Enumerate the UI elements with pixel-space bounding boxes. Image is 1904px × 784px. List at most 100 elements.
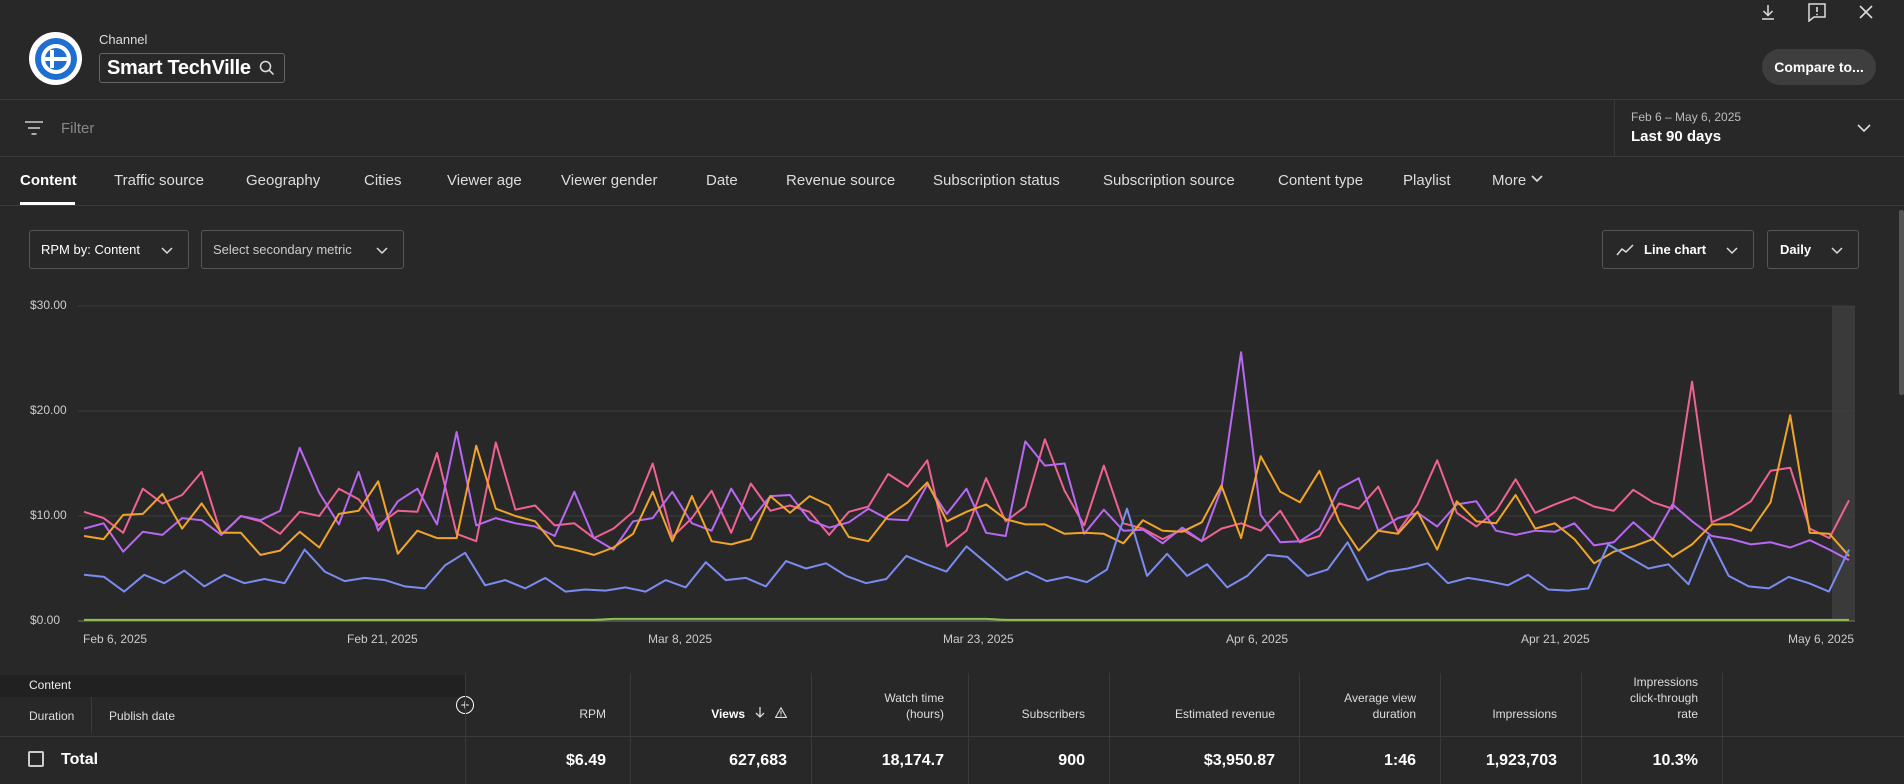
- publish-date-sort-button[interactable]: Publish date: [109, 709, 176, 723]
- total-row-checkbox[interactable]: [28, 751, 44, 767]
- tab-label: Playlist: [1403, 172, 1451, 189]
- x-tick-label: Mar 8, 2025: [648, 632, 713, 646]
- column-header-impressions[interactable]: Impressions: [1440, 706, 1557, 722]
- secondary-metric-label: Select secondary metric: [213, 242, 352, 257]
- primary-metric-label: RPM by: Content: [41, 242, 140, 257]
- total-average-view-duration: 1:46: [1383, 752, 1416, 769]
- close-icon[interactable]: [1854, 0, 1878, 24]
- channel-label: Channel: [99, 32, 148, 47]
- column-header-label: Views: [711, 707, 745, 721]
- chevron-down-icon[interactable]: [1856, 120, 1872, 141]
- x-tick-label: Feb 6, 2025: [83, 632, 148, 646]
- total-subscribers: 900: [1058, 752, 1085, 769]
- scrollbar-thumb[interactable]: [1899, 210, 1904, 395]
- tab-cities[interactable]: Cities: [364, 172, 402, 189]
- tab-viewer-gender[interactable]: Viewer gender: [561, 172, 657, 189]
- column-header-subscribers[interactable]: Subscribers: [968, 706, 1085, 722]
- divider: [0, 736, 1904, 737]
- tab-label: Content type: [1278, 172, 1364, 189]
- tab-label: Traffic source: [114, 172, 205, 189]
- sort-arrow-down-icon[interactable]: [755, 707, 765, 721]
- x-tick-label: Feb 21, 2025: [347, 632, 418, 646]
- column-header-impressions-click-through-rate[interactable]: Impressions click-through rate: [1581, 674, 1698, 722]
- tab-label: Date: [706, 172, 738, 189]
- duration-sort-button[interactable]: Duration: [29, 709, 75, 723]
- tab-content[interactable]: Content: [20, 172, 77, 189]
- tab-date[interactable]: Date: [706, 172, 738, 189]
- column-divider: [1722, 673, 1723, 784]
- column-header-views[interactable]: Views: [630, 706, 788, 722]
- tab-label: Viewer gender: [561, 172, 658, 189]
- feedback-icon[interactable]: [1805, 0, 1829, 24]
- total-label: Total: [61, 751, 99, 768]
- filter-input[interactable]: Filter: [61, 120, 95, 137]
- column-header-label: RPM: [579, 707, 606, 721]
- column-divider: [630, 673, 631, 784]
- column-divider: [1581, 673, 1582, 784]
- granularity-dropdown[interactable]: Daily: [1767, 230, 1859, 269]
- column-header-label: Impressions: [1492, 707, 1557, 721]
- chevron-down-icon: [1530, 172, 1544, 190]
- column-divider: [968, 673, 969, 784]
- y-tick-label: $30.00: [30, 298, 67, 312]
- column-header-label: Estimated revenue: [1174, 707, 1275, 721]
- column-header-rpm[interactable]: RPM: [465, 706, 606, 722]
- y-tick-label: $0.00: [30, 613, 61, 627]
- date-preset: Last 90 days: [1631, 128, 1722, 145]
- column-header-label: Average view duration: [1344, 691, 1416, 721]
- y-tick-label: $10.00: [30, 508, 67, 522]
- y-tick-label: $20.00: [30, 403, 67, 417]
- tab-label: Cities: [364, 172, 402, 189]
- series-line-1[interactable]: [83, 380, 1850, 548]
- column-header-estimated-revenue[interactable]: Estimated revenue: [1109, 706, 1275, 722]
- tab-subscription-status[interactable]: Subscription status: [933, 172, 1060, 189]
- column-header-label: Watch time (hours): [884, 691, 944, 721]
- channel-selector[interactable]: Smart TechVille: [99, 53, 285, 83]
- tab-traffic-source[interactable]: Traffic source: [114, 172, 204, 189]
- column-divider: [1440, 673, 1441, 784]
- tab-label: Revenue source: [786, 172, 896, 189]
- tab-geography[interactable]: Geography: [246, 172, 320, 189]
- secondary-metric-dropdown[interactable]: Select secondary metric: [201, 230, 404, 269]
- download-icon[interactable]: [1756, 0, 1780, 24]
- tab-subscription-source[interactable]: Subscription source: [1103, 172, 1235, 189]
- tab-label: Subscription source: [1103, 172, 1235, 189]
- channel-name: Smart TechVille: [107, 56, 251, 79]
- divider: [91, 697, 92, 733]
- x-tick-label: May 6, 2025: [1788, 632, 1855, 646]
- compare-button[interactable]: Compare to...: [1762, 49, 1876, 85]
- search-icon[interactable]: [259, 60, 275, 81]
- tab-label: Subscription status: [933, 172, 1060, 189]
- header: [0, 0, 1904, 100]
- chart-type-label: Line chart: [1644, 242, 1707, 257]
- chart-type-dropdown[interactable]: Line chart: [1602, 230, 1754, 269]
- tab-content-type[interactable]: Content type: [1278, 172, 1363, 189]
- x-tick-label: Mar 23, 2025: [943, 632, 1014, 646]
- column-header-watch-time-hours-[interactable]: Watch time (hours): [811, 690, 944, 722]
- active-tab-indicator: [20, 202, 75, 205]
- warning-icon[interactable]: [774, 706, 788, 721]
- series-line-2[interactable]: [83, 351, 1850, 561]
- series-line-5[interactable]: [84, 617, 1849, 621]
- rpm-line-chart[interactable]: [0, 290, 1904, 630]
- date-range-selector[interactable]: [1614, 100, 1904, 157]
- tab-revenue-source[interactable]: Revenue source: [786, 172, 895, 189]
- column-header-average-view-duration[interactable]: Average view duration: [1299, 690, 1416, 722]
- tab-playlist[interactable]: Playlist: [1403, 172, 1451, 189]
- tab-viewer-age[interactable]: Viewer age: [447, 172, 522, 189]
- series-line-4[interactable]: [83, 507, 1850, 593]
- column-divider: [1299, 673, 1300, 784]
- x-tick-label: Apr 6, 2025: [1226, 632, 1289, 646]
- tab-more[interactable]: More: [1492, 172, 1544, 190]
- total-rpm: $6.49: [565, 752, 606, 769]
- series-line-3[interactable]: [83, 414, 1850, 565]
- tab-label: Geography: [246, 172, 321, 189]
- chevron-down-icon: [375, 244, 389, 261]
- chevron-down-icon: [1830, 244, 1844, 261]
- granularity-label: Daily: [1780, 242, 1812, 257]
- current-day-highlight: [1832, 306, 1855, 621]
- chevron-down-icon: [1725, 244, 1739, 261]
- date-range-text: Feb 6 – May 6, 2025: [1631, 110, 1742, 124]
- primary-metric-dropdown[interactable]: RPM by: Content: [29, 230, 189, 269]
- filter-icon[interactable]: [24, 120, 44, 141]
